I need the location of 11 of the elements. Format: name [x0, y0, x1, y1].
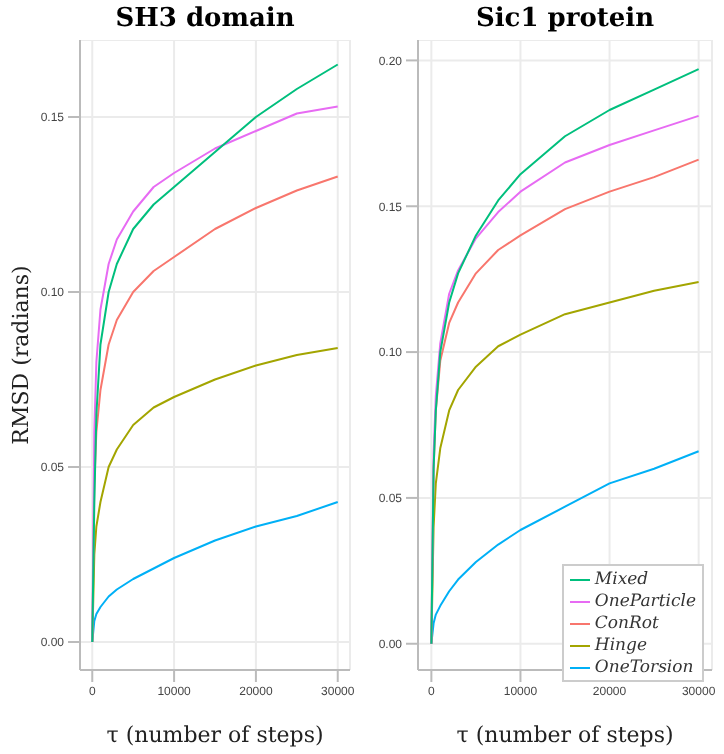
chart-title: Sic1 protein	[473, 2, 657, 38]
legend-label: OneTorsion	[594, 657, 694, 677]
legend-label: OneParticle	[594, 591, 696, 611]
legend-label: Mixed	[594, 569, 649, 589]
y-axis-title: RMSD (radians)	[7, 265, 34, 445]
line-series	[91, 501, 339, 643]
legend-label: ConRot	[594, 613, 659, 633]
x-axis-title: τ (number of steps)	[456, 722, 674, 748]
legend-label: Hinge	[594, 635, 647, 655]
x-axis-title: τ (number of steps)	[106, 722, 324, 748]
chart-title: SH3 domain	[113, 2, 297, 38]
